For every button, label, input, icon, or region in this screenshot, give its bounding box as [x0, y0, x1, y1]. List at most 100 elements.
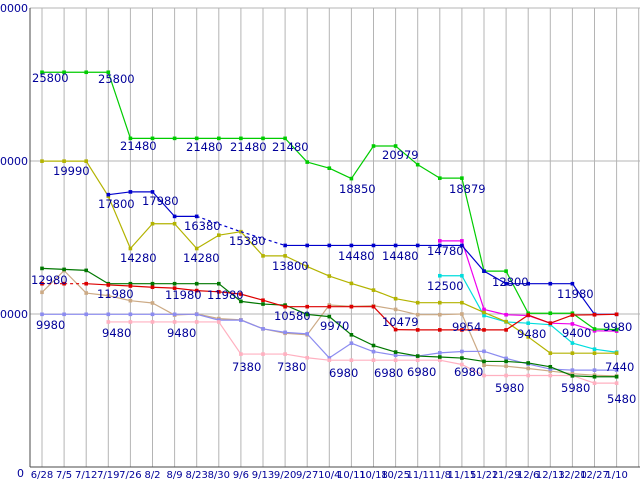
- series-green-line: [505, 270, 529, 314]
- price-label: 14280: [120, 251, 157, 265]
- series-dark-green-line: [439, 356, 462, 359]
- series-magenta-line: [483, 308, 507, 316]
- price-label: 6980: [374, 366, 403, 380]
- x-axis-label: 9/27: [296, 470, 318, 480]
- series-blue-line: [461, 245, 485, 272]
- y-axis-label: 20000: [0, 155, 28, 168]
- x-axis-label: 8/30: [208, 470, 230, 480]
- series-magenta-marker: [482, 307, 486, 312]
- series-tan-line: [306, 304, 330, 336]
- series-dark-yellow-marker: [504, 319, 508, 324]
- series-periwinkle-marker: [40, 312, 44, 317]
- series-cyan-line: [461, 275, 485, 316]
- series-green-line: [417, 164, 441, 179]
- series-dark-green-marker: [327, 314, 332, 319]
- series-dark-green-marker: [614, 374, 619, 379]
- series-pink-marker: [349, 358, 354, 363]
- series-red-line: [196, 289, 219, 293]
- price-label: 21480: [230, 140, 267, 154]
- series-red-line: [505, 314, 529, 331]
- series-red-line: [550, 314, 573, 324]
- price-label: 6980: [454, 365, 483, 379]
- series-cyan-marker: [482, 313, 486, 318]
- series-dark-yellow-line: [240, 231, 264, 257]
- price-label: 7380: [277, 360, 306, 374]
- series-cyan-line: [483, 314, 507, 323]
- series-pink-marker: [128, 320, 133, 324]
- series-green-line: [594, 328, 617, 331]
- series-green-line: [307, 161, 330, 169]
- x-axis-label: 12/27: [580, 470, 609, 480]
- series-pink-marker: [548, 373, 553, 378]
- series-tan-marker: [415, 312, 420, 317]
- series-green-line: [572, 312, 595, 330]
- series-green-marker: [393, 144, 398, 148]
- series-pink-marker: [305, 355, 309, 360]
- series-red-marker: [349, 304, 354, 309]
- series-red-marker: [504, 328, 508, 332]
- price-label: 14780: [427, 244, 464, 258]
- price-label: 17800: [98, 197, 135, 211]
- series-periwinkle-marker: [172, 312, 177, 317]
- y-axis-label: 0: [17, 467, 24, 480]
- series-dark-green-marker: [438, 355, 442, 359]
- series-dark-yellow-marker: [482, 310, 486, 315]
- series-blue-marker: [172, 214, 177, 219]
- series-red-marker: [570, 313, 575, 317]
- price-label: 25800: [98, 72, 135, 86]
- series-dark-yellow-line: [505, 321, 529, 338]
- series-tan-line: [285, 332, 308, 336]
- series-green-line: [284, 137, 308, 163]
- x-axis-label: 10/11: [337, 470, 366, 480]
- series-dark-green-marker: [128, 281, 133, 286]
- price-label: 9970: [320, 319, 349, 333]
- series-green-marker: [194, 136, 199, 141]
- series-pink-marker: [217, 320, 221, 324]
- series-cyan-marker: [526, 321, 530, 325]
- series-pink-marker: [261, 352, 265, 356]
- series-dark-yellow-line: [527, 336, 551, 354]
- series-periwinkle-line: [528, 363, 551, 370]
- series-blue-line: [218, 223, 242, 233]
- series-cyan-marker: [460, 273, 464, 278]
- series-blue-marker: [438, 243, 442, 248]
- x-axis-label: 7/5: [56, 470, 72, 480]
- series-pink-marker: [592, 381, 597, 385]
- series-red-marker: [371, 304, 376, 309]
- x-axis-label: 7/19: [97, 470, 119, 480]
- series-tan-marker: [504, 364, 508, 368]
- series-tan-line: [439, 313, 462, 316]
- series-dark-green-marker: [84, 268, 88, 273]
- series-periwinkle-line: [306, 333, 330, 359]
- series-red-line: [262, 299, 286, 308]
- series-dark-green-line: [506, 360, 529, 364]
- series-red-marker: [548, 321, 553, 325]
- series-green-marker: [349, 176, 354, 181]
- series-periwinkle-marker: [217, 318, 221, 322]
- series-red-marker: [217, 290, 221, 294]
- series-green-marker: [305, 160, 309, 164]
- series-dark-yellow-marker: [570, 351, 575, 355]
- series-red-line: [152, 286, 175, 289]
- series-dark-green-line: [417, 355, 440, 358]
- series-periwinkle-line: [285, 331, 308, 335]
- series-tan-line: [483, 364, 507, 367]
- price-label: 5980: [495, 381, 524, 395]
- series-tan-line: [461, 313, 485, 366]
- series-dark-yellow-line: [85, 160, 109, 197]
- series-green-marker: [172, 136, 177, 141]
- x-axis-label: 6/28: [31, 470, 53, 480]
- series-dark-green-marker: [504, 359, 508, 364]
- series-dark-yellow-marker: [305, 264, 309, 269]
- series-dark-yellow-marker: [371, 288, 376, 292]
- price-label: 9480: [167, 326, 196, 340]
- series-blue-marker: [128, 190, 133, 194]
- series-red-marker: [194, 288, 199, 293]
- series-pink-marker: [172, 320, 177, 324]
- x-axis-label: 12/20: [558, 470, 587, 480]
- series-magenta-line: [461, 240, 485, 310]
- price-label: 11980: [165, 288, 202, 302]
- series-red-line: [130, 285, 153, 288]
- series-periwinkle-marker: [438, 351, 442, 355]
